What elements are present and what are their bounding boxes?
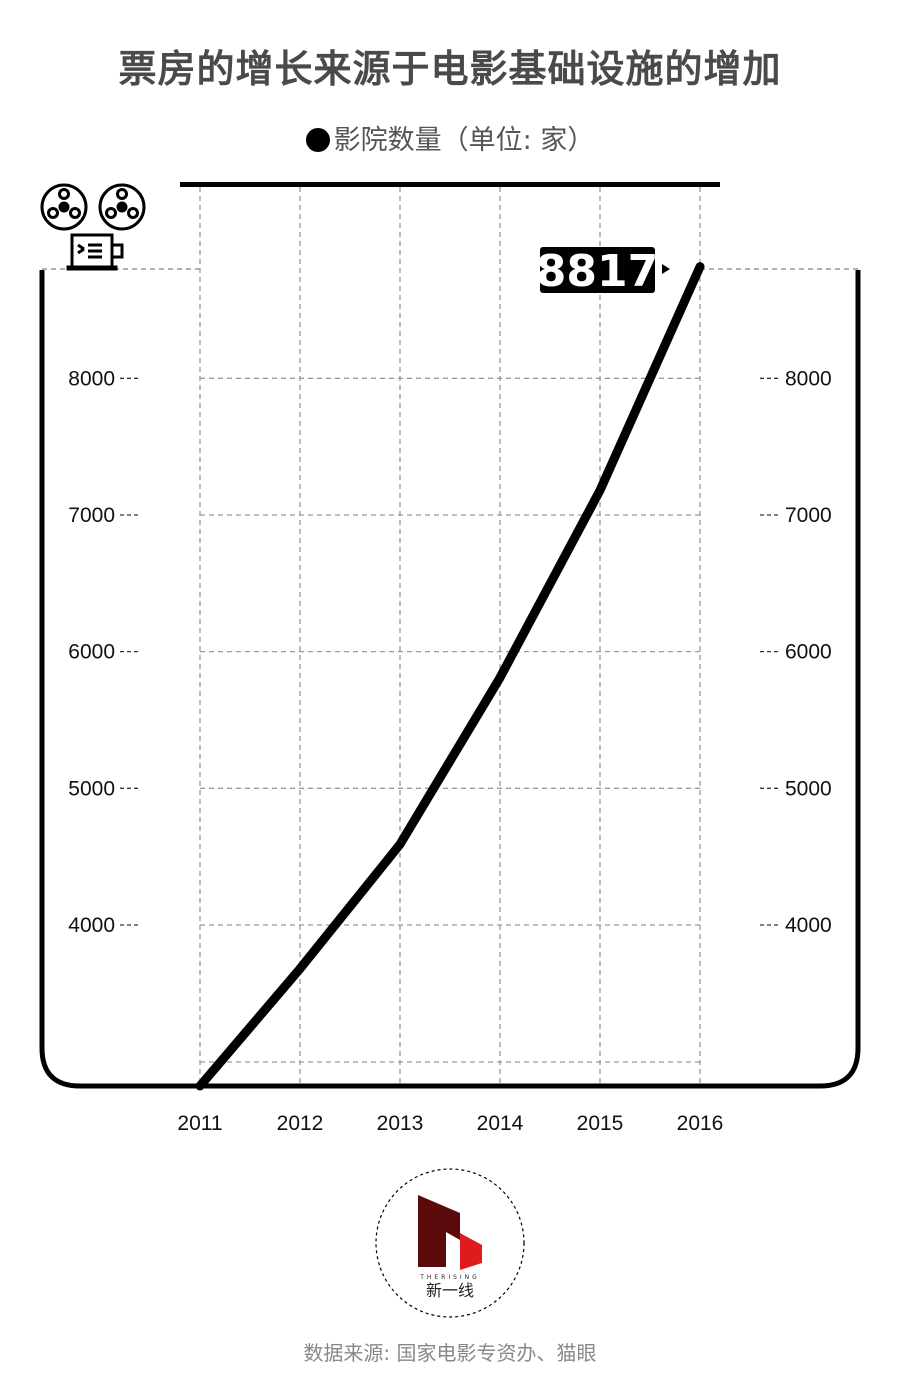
y-tick-label-left: 6000 (68, 641, 115, 664)
y-axis-ticks: 4000 4000 5000 5000 6000 6000 7000 7000 8000 8000 (68, 367, 831, 937)
data-point (299, 968, 301, 970)
top-bar (180, 182, 720, 187)
y-tick-label-right: 8000 (785, 367, 832, 390)
y-tick-label-right: 6000 (785, 641, 832, 664)
logo-red-shape (460, 1233, 482, 1270)
x-tick-label: 2011 (177, 1112, 222, 1135)
data-point (699, 266, 701, 268)
data-point (399, 843, 401, 845)
logo-small-text: THERISING (419, 1274, 480, 1281)
x-tick-label: 2012 (277, 1112, 324, 1135)
legend: 影院数量（单位: 家） (0, 118, 900, 157)
x-tick-label: 2013 (377, 1112, 424, 1135)
logo-dark-shape (418, 1195, 460, 1267)
legend-dot-icon (305, 128, 330, 152)
film-projector-icon (40, 183, 146, 271)
y-tick-label-left: 7000 (68, 504, 115, 527)
y-tick-label-left: 8000 (68, 367, 115, 390)
value-callout: 8817 (536, 246, 670, 297)
data-point (499, 677, 501, 679)
container-outline (39, 270, 861, 1089)
y-tick-label-right: 5000 (785, 777, 832, 800)
legend-label: 影院数量（单位: 家） (333, 125, 595, 156)
value-callout-arrow-icon (662, 264, 670, 274)
y-tick-label-right: 4000 (785, 914, 832, 937)
value-callout-label: 8817 (536, 246, 658, 297)
data-point (599, 489, 601, 491)
logo-ring (375, 1168, 525, 1318)
x-tick-label: 2016 (677, 1112, 724, 1135)
data-source: 数据来源: 国家电影专资办、猫眼 (303, 1341, 597, 1365)
logo-text: 新一线 (426, 1281, 474, 1300)
brand-logo: THERISING 新一线 (375, 1168, 525, 1318)
y-tick-label-right: 7000 (785, 504, 832, 527)
y-tick-label-left: 5000 (68, 777, 115, 800)
value-callout-box (540, 247, 655, 293)
x-tick-label: 2014 (477, 1112, 524, 1135)
x-axis-ticks: 2011 2012 2013 2014 2015 2016 (177, 1112, 723, 1135)
y-tick-label-left: 4000 (68, 914, 115, 937)
chart-title: 票房的增长来源于电影基础设施的增加 (118, 47, 782, 91)
grid-layer (199, 187, 701, 1086)
x-tick-label: 2015 (577, 1112, 624, 1135)
series-line (195, 262, 705, 1091)
data-point (199, 1085, 201, 1087)
series-layer (195, 262, 705, 1091)
